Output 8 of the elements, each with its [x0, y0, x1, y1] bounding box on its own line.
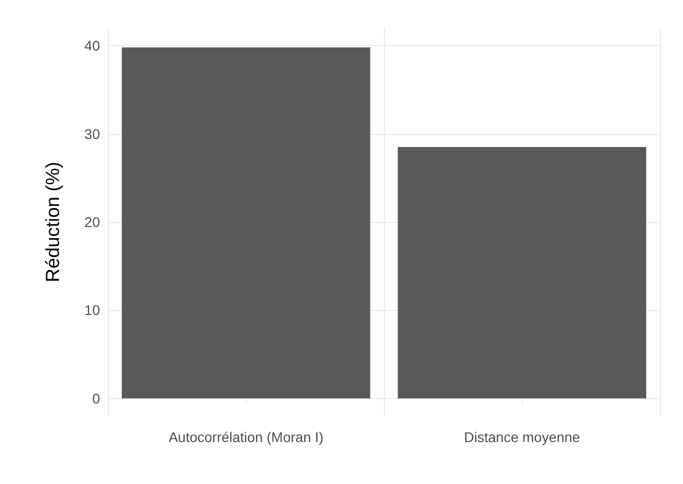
y-axis-title: Réduction (%) [43, 162, 64, 282]
y-tick-label: 0 [92, 390, 100, 406]
y-tick-label: 20 [84, 214, 100, 230]
x-tick-label: Autocorrélation (Moran I) [168, 429, 324, 445]
y-tick-label: 30 [84, 126, 100, 142]
x-tick-label: Distance moyenne [464, 429, 580, 445]
y-tick-label: 10 [84, 302, 100, 318]
y-tick-label: 40 [84, 38, 100, 54]
